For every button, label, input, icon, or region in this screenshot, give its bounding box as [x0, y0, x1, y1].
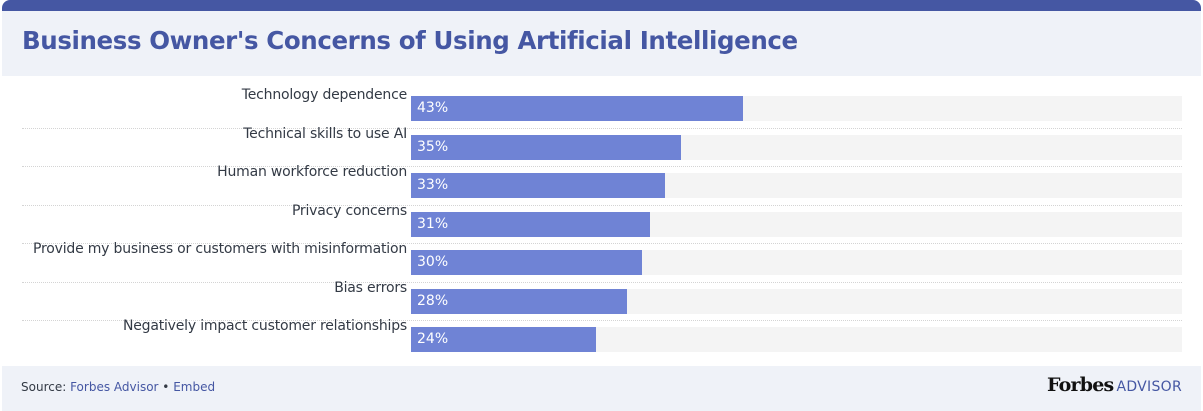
bar-label: Technology dependence [241, 87, 407, 103]
row-divider [22, 243, 1182, 244]
bar-value-label: 33% [417, 177, 449, 193]
logo-forbes-text: Forbes [1047, 374, 1114, 396]
bar-track: 35% [411, 134, 1182, 160]
bar-row: Human workforce reduction 33% [2, 153, 1201, 198]
separator-dot: • [158, 380, 174, 394]
chart-footer: Source: Forbes Advisor • Embed Forbes ADV… [2, 366, 1201, 411]
bar-fill[interactable]: 33% [411, 173, 666, 198]
bar-fill[interactable]: 43% [411, 96, 743, 121]
bar-chart: Technology dependence 43% Technical skills… [2, 76, 1201, 364]
top-accent-bar [2, 0, 1201, 11]
source-prefix: Source: [21, 380, 71, 394]
bar-fill[interactable]: 31% [411, 211, 650, 237]
bar-fill[interactable]: 28% [411, 288, 627, 314]
row-divider [22, 166, 1182, 167]
bar-track: 33% [411, 173, 1182, 198]
bar-row: Provide my business or customers with mi… [2, 230, 1201, 275]
bar-track: 31% [411, 211, 1182, 237]
bar-row: Privacy concerns 31% [2, 192, 1201, 237]
logo-advisor-text: ADVISOR [1116, 379, 1182, 395]
bar-label: Technical skills to use AI [243, 125, 407, 142]
bar-row: Technical skills to use AI 35% [2, 115, 1201, 160]
bar-row: Negatively impact customer relationships… [2, 307, 1201, 352]
row-divider [22, 204, 1182, 206]
bar-label: Negatively impact customer relationships [122, 318, 407, 334]
bar-fill[interactable]: 35% [411, 134, 681, 160]
bar-value-label: 28% [417, 292, 449, 309]
bar-track: 28% [411, 288, 1182, 314]
bar-label: Bias errors [334, 279, 407, 296]
bar-value-label: 30% [417, 254, 449, 270]
bar-fill[interactable]: 30% [411, 250, 643, 275]
bar-row: Technology dependence 43% [2, 76, 1201, 121]
source-line: Source: Forbes Advisor • Embed [21, 380, 215, 394]
bar-value-label: 35% [417, 138, 449, 155]
bar-fill[interactable]: 24% [411, 327, 597, 352]
row-divider [22, 281, 1182, 283]
bar-value-label: 43% [417, 100, 449, 116]
bar-track: 43% [411, 96, 1182, 121]
embed-link[interactable]: Embed [173, 380, 216, 394]
row-divider [22, 320, 1182, 321]
bar-label: Human workforce reduction [217, 164, 407, 180]
bar-track: 24% [411, 327, 1182, 352]
bar-value-label: 24% [417, 331, 449, 347]
bar-label: Privacy concerns [291, 202, 407, 219]
source-link[interactable]: Forbes Advisor [70, 380, 159, 394]
bar-row: Bias errors 28% [2, 269, 1201, 314]
chart-header: Business Owner's Concerns of Using Artif… [2, 11, 1201, 76]
chart-title: Business Owner's Concerns of Using Artif… [22, 26, 798, 55]
bar-value-label: 31% [417, 215, 449, 232]
forbes-advisor-logo: Forbes ADVISOR [1047, 374, 1182, 396]
row-divider [22, 127, 1182, 129]
bar-track: 30% [411, 250, 1182, 275]
bar-label: Provide my business or customers with mi… [33, 241, 407, 257]
